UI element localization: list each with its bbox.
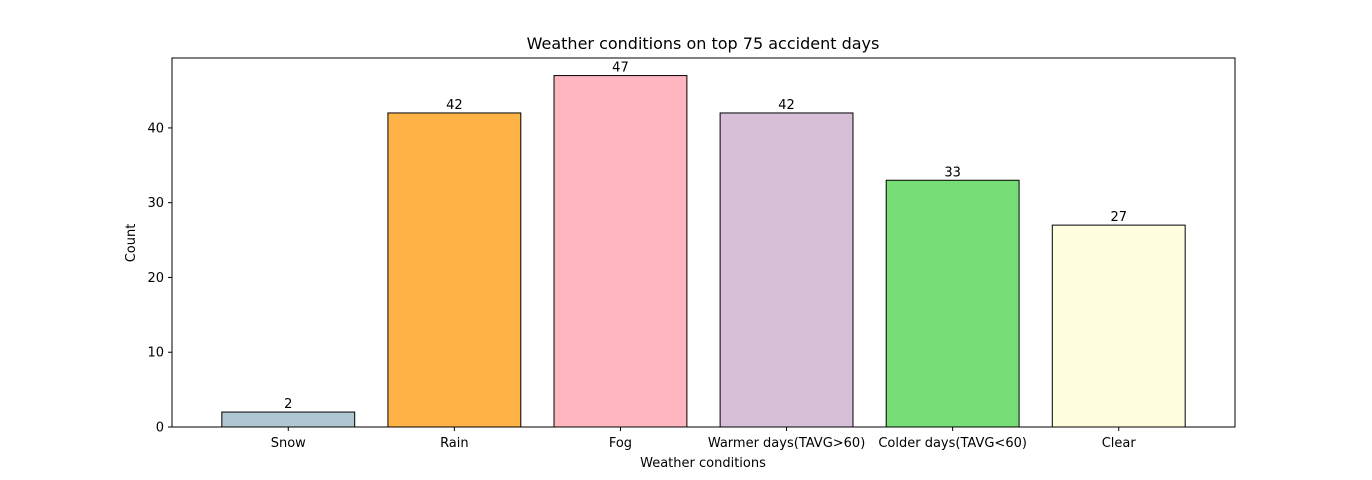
x-tick-label: Fog (609, 436, 632, 451)
bar-colder-days-tavg-60 (885, 179, 1020, 428)
x-tick-label: Warmer days(TAVG>60) (708, 436, 865, 451)
x-axis-ticks: Snow Rain Fog Warmer days(TAVG>60) Colder da… (271, 427, 1137, 451)
x-tick-label: Colder days(TAVG<60) (878, 436, 1027, 451)
y-tick-label: 0 (156, 421, 164, 436)
bar-rain (387, 112, 522, 428)
x-axis-label: Weather conditions (640, 456, 766, 471)
y-axis-label: Count (124, 224, 139, 263)
data-label: 42 (446, 98, 463, 113)
y-tick-label: 10 (147, 346, 164, 361)
bars-group: 2 42 47 42 33 27 (221, 61, 1186, 428)
x-tick-label: Rain (440, 436, 469, 451)
x-tick-label: Clear (1102, 436, 1137, 451)
data-label: 27 (1110, 210, 1127, 225)
plot-frame (171, 57, 1236, 428)
data-label: 42 (778, 98, 795, 113)
y-tick-label: 20 (147, 271, 164, 286)
y-axis-ticks: 0 10 20 30 40 (147, 121, 172, 436)
data-label: 47 (612, 61, 629, 76)
x-tick-label: Snow (271, 436, 306, 451)
chart-title: Weather conditions on top 75 accident da… (527, 34, 880, 53)
y-tick-label: 40 (147, 121, 164, 136)
y-tick-label: 30 (147, 196, 164, 211)
bar-fog (553, 75, 688, 428)
data-label: 33 (944, 165, 961, 180)
bar-clear (1051, 224, 1186, 428)
bar-snow (221, 411, 356, 428)
data-label: 2 (284, 397, 292, 412)
bar-warmer-days-tavg-60 (719, 112, 854, 428)
